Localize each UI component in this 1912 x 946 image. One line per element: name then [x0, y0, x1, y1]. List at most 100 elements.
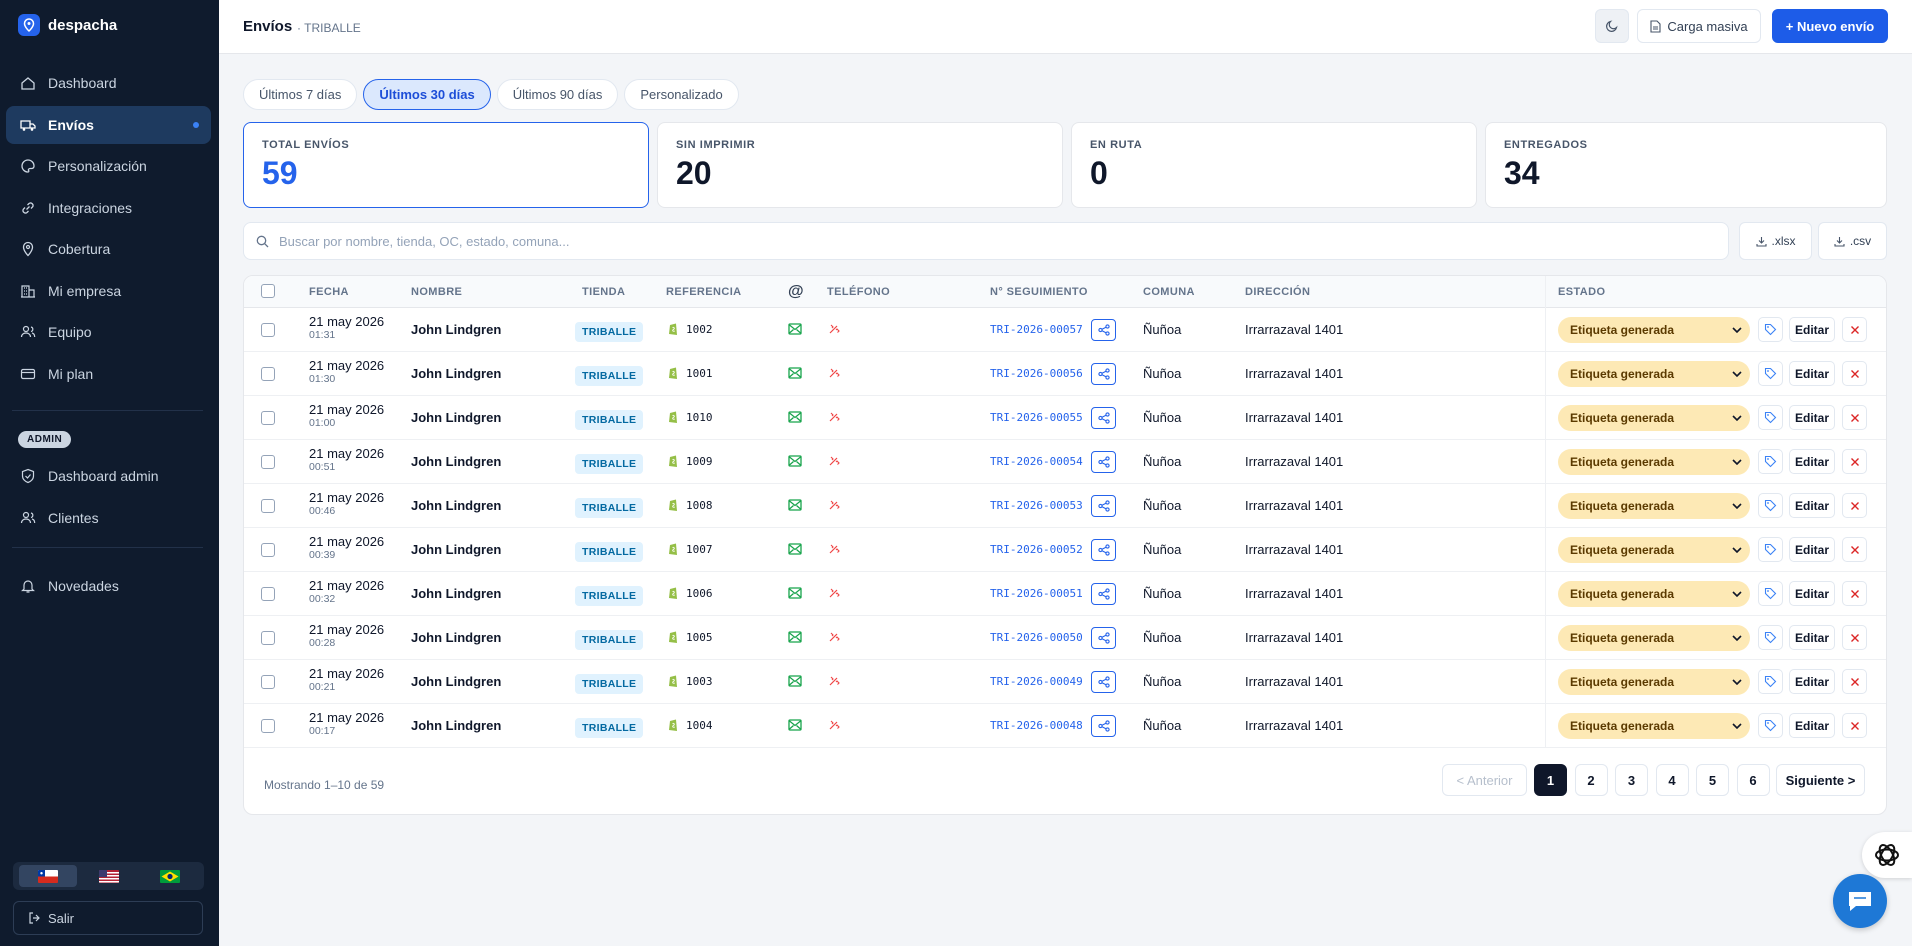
export-xlsx-button[interactable]: .xlsx: [1739, 222, 1812, 260]
sidebar-item-cobertura[interactable]: Cobertura: [6, 230, 211, 268]
col-telefono[interactable]: TELÉFONO: [827, 286, 891, 298]
lang-br[interactable]: [141, 865, 199, 887]
table-row[interactable]: 21 may 2026 00:46 John Lindgren TRIBALLE 100…: [244, 484, 1886, 528]
col-nombre[interactable]: NOMBRE: [411, 286, 463, 298]
edit-button[interactable]: Editar: [1789, 493, 1835, 518]
lang-us[interactable]: [80, 865, 138, 887]
edit-button[interactable]: Editar: [1789, 537, 1835, 562]
edit-button[interactable]: Editar: [1789, 361, 1835, 386]
table-row[interactable]: 21 may 2026 00:21 John Lindgren TRIBALLE 100…: [244, 660, 1886, 704]
email-sent-icon[interactable]: [788, 499, 802, 514]
label-button[interactable]: [1758, 713, 1783, 738]
share-tracking-button[interactable]: [1091, 451, 1116, 473]
range-tab[interactable]: Últimos 7 días: [243, 79, 358, 110]
tracking-number[interactable]: TRI-2026-00052: [990, 543, 1083, 556]
theme-toggle-button[interactable]: [1595, 9, 1629, 43]
tracking-number[interactable]: TRI-2026-00049: [990, 675, 1083, 688]
label-button[interactable]: [1758, 493, 1783, 518]
delete-button[interactable]: [1842, 581, 1867, 606]
label-button[interactable]: [1758, 449, 1783, 474]
stat-card[interactable]: SIN IMPRIMIR 20: [657, 122, 1063, 208]
col-referencia[interactable]: REFERENCIA: [666, 286, 742, 298]
delete-button[interactable]: [1842, 361, 1867, 386]
delete-button[interactable]: [1842, 713, 1867, 738]
row-checkbox[interactable]: [261, 455, 275, 469]
row-checkbox[interactable]: [261, 499, 275, 513]
tracking-number[interactable]: TRI-2026-00056: [990, 367, 1083, 380]
row-checkbox[interactable]: [261, 411, 275, 425]
delete-button[interactable]: [1842, 493, 1867, 518]
col-direccion[interactable]: DIRECCIÓN: [1245, 286, 1311, 298]
table-row[interactable]: 21 may 2026 00:32 John Lindgren TRIBALLE 100…: [244, 572, 1886, 616]
email-sent-icon[interactable]: [788, 543, 802, 558]
label-button[interactable]: [1758, 317, 1783, 342]
new-shipment-button[interactable]: + Nuevo envío: [1772, 9, 1888, 43]
status-select[interactable]: Etiqueta generada: [1558, 625, 1750, 651]
table-row[interactable]: 21 may 2026 01:30 John Lindgren TRIBALLE 100…: [244, 352, 1886, 396]
page-4-button[interactable]: 4: [1655, 764, 1689, 796]
delete-button[interactable]: [1842, 405, 1867, 430]
label-button[interactable]: [1758, 669, 1783, 694]
tracking-number[interactable]: TRI-2026-00057: [990, 323, 1083, 336]
share-tracking-button[interactable]: [1091, 715, 1116, 737]
edit-button[interactable]: Editar: [1789, 713, 1835, 738]
sidebar-item-integraciones[interactable]: Integraciones: [6, 189, 211, 227]
tracking-number[interactable]: TRI-2026-00053: [990, 499, 1083, 512]
status-select[interactable]: Etiqueta generada: [1558, 581, 1750, 607]
tracking-number[interactable]: TRI-2026-00050: [990, 631, 1083, 644]
label-button[interactable]: [1758, 361, 1783, 386]
table-row[interactable]: 21 may 2026 00:39 John Lindgren TRIBALLE 100…: [244, 528, 1886, 572]
search-input[interactable]: [279, 233, 1679, 249]
row-checkbox[interactable]: [261, 719, 275, 733]
delete-button[interactable]: [1842, 625, 1867, 650]
select-all-checkbox[interactable]: [261, 284, 275, 298]
email-sent-icon[interactable]: [788, 455, 802, 470]
range-tab[interactable]: Últimos 90 días: [496, 79, 619, 110]
page-2-button[interactable]: 2: [1574, 764, 1608, 796]
edit-button[interactable]: Editar: [1789, 317, 1835, 342]
email-sent-icon[interactable]: [788, 587, 802, 602]
email-sent-icon[interactable]: [788, 719, 802, 734]
share-tracking-button[interactable]: [1091, 671, 1116, 693]
lang-cl[interactable]: [18, 865, 77, 887]
edit-button[interactable]: Editar: [1789, 669, 1835, 694]
table-row[interactable]: 21 may 2026 01:00 John Lindgren TRIBALLE 101…: [244, 396, 1886, 440]
edit-button[interactable]: Editar: [1789, 625, 1835, 650]
table-row[interactable]: 21 may 2026 00:28 John Lindgren TRIBALLE 100…: [244, 616, 1886, 660]
page-5-button[interactable]: 5: [1696, 764, 1729, 796]
stat-card[interactable]: ENTREGADOS 34: [1485, 122, 1887, 208]
row-checkbox[interactable]: [261, 367, 275, 381]
delete-button[interactable]: [1842, 537, 1867, 562]
row-checkbox[interactable]: [261, 587, 275, 601]
delete-button[interactable]: [1842, 449, 1867, 474]
edit-button[interactable]: Editar: [1789, 405, 1835, 430]
edit-button[interactable]: Editar: [1789, 449, 1835, 474]
label-button[interactable]: [1758, 625, 1783, 650]
col-fecha[interactable]: FECHA: [309, 286, 349, 298]
logout-button[interactable]: Salir: [13, 901, 203, 935]
share-tracking-button[interactable]: [1091, 319, 1116, 341]
col-comuna[interactable]: COMUNA: [1143, 286, 1195, 298]
delete-button[interactable]: [1842, 669, 1867, 694]
email-sent-icon[interactable]: [788, 323, 802, 338]
tracking-number[interactable]: TRI-2026-00051: [990, 587, 1083, 600]
table-row[interactable]: 21 may 2026 00:17 John Lindgren TRIBALLE 100…: [244, 704, 1886, 748]
tracking-number[interactable]: TRI-2026-00054: [990, 455, 1083, 468]
bulk-upload-button[interactable]: Carga masiva: [1637, 9, 1761, 43]
table-row[interactable]: 21 may 2026 00:51 John Lindgren TRIBALLE 100…: [244, 440, 1886, 484]
row-checkbox[interactable]: [261, 675, 275, 689]
stat-card[interactable]: EN RUTA 0: [1071, 122, 1477, 208]
email-sent-icon[interactable]: [788, 631, 802, 646]
share-tracking-button[interactable]: [1091, 363, 1116, 385]
status-select[interactable]: Etiqueta generada: [1558, 361, 1750, 387]
status-select[interactable]: Etiqueta generada: [1558, 405, 1750, 431]
sidebar-item-envíos[interactable]: Envíos: [6, 105, 211, 144]
sidebar-item-mi-empresa[interactable]: Mi empresa: [6, 272, 211, 310]
status-select[interactable]: Etiqueta generada: [1558, 669, 1750, 695]
row-checkbox[interactable]: [261, 543, 275, 557]
share-tracking-button[interactable]: [1091, 495, 1116, 517]
label-button[interactable]: [1758, 405, 1783, 430]
row-checkbox[interactable]: [261, 631, 275, 645]
share-tracking-button[interactable]: [1091, 583, 1116, 605]
row-checkbox[interactable]: [261, 323, 275, 337]
